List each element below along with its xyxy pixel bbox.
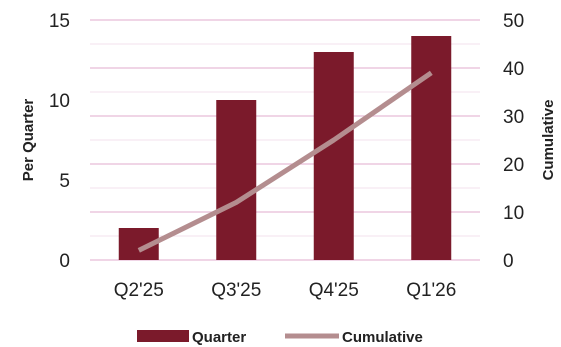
- right-tick-label: 30: [503, 107, 524, 128]
- left-tick-label: 10: [49, 91, 70, 112]
- right-tick-label: 50: [503, 11, 524, 32]
- legend-label-cumulative: Cumulative: [342, 329, 423, 346]
- cumulative-line: [137, 70, 433, 253]
- right-tick-label: 0: [503, 251, 514, 272]
- x-tick-label: Q2'25: [114, 280, 164, 301]
- bar-2: [313, 52, 354, 260]
- legend-swatch-quarter: [137, 330, 189, 342]
- left-tick-label: 0: [59, 251, 70, 272]
- left-tick-label: 15: [49, 11, 70, 32]
- x-axis-ticks: Q2'25 Q3'25 Q4'25 Q1'26: [114, 280, 457, 301]
- left-axis-ticks: 0 5 10 15: [49, 11, 70, 272]
- left-axis-title: Per Quarter: [20, 99, 37, 182]
- legend: Quarter Cumulative: [137, 329, 423, 346]
- left-tick-label: 5: [59, 171, 70, 192]
- bar-1: [216, 100, 257, 260]
- cumulative-line-layer: [137, 70, 433, 253]
- bars: [118, 36, 452, 260]
- x-tick-label: Q3'25: [211, 280, 261, 301]
- right-tick-label: 40: [503, 59, 524, 80]
- right-axis-title: Cumulative: [540, 100, 557, 181]
- right-axis-ticks: 0 10 20 30 40 50: [503, 11, 524, 272]
- x-tick-label: Q1'26: [406, 280, 456, 301]
- bar-3: [411, 36, 452, 260]
- right-tick-label: 10: [503, 203, 524, 224]
- right-tick-label: 20: [503, 155, 524, 176]
- legend-label-quarter: Quarter: [192, 329, 246, 346]
- x-tick-label: Q4'25: [309, 280, 359, 301]
